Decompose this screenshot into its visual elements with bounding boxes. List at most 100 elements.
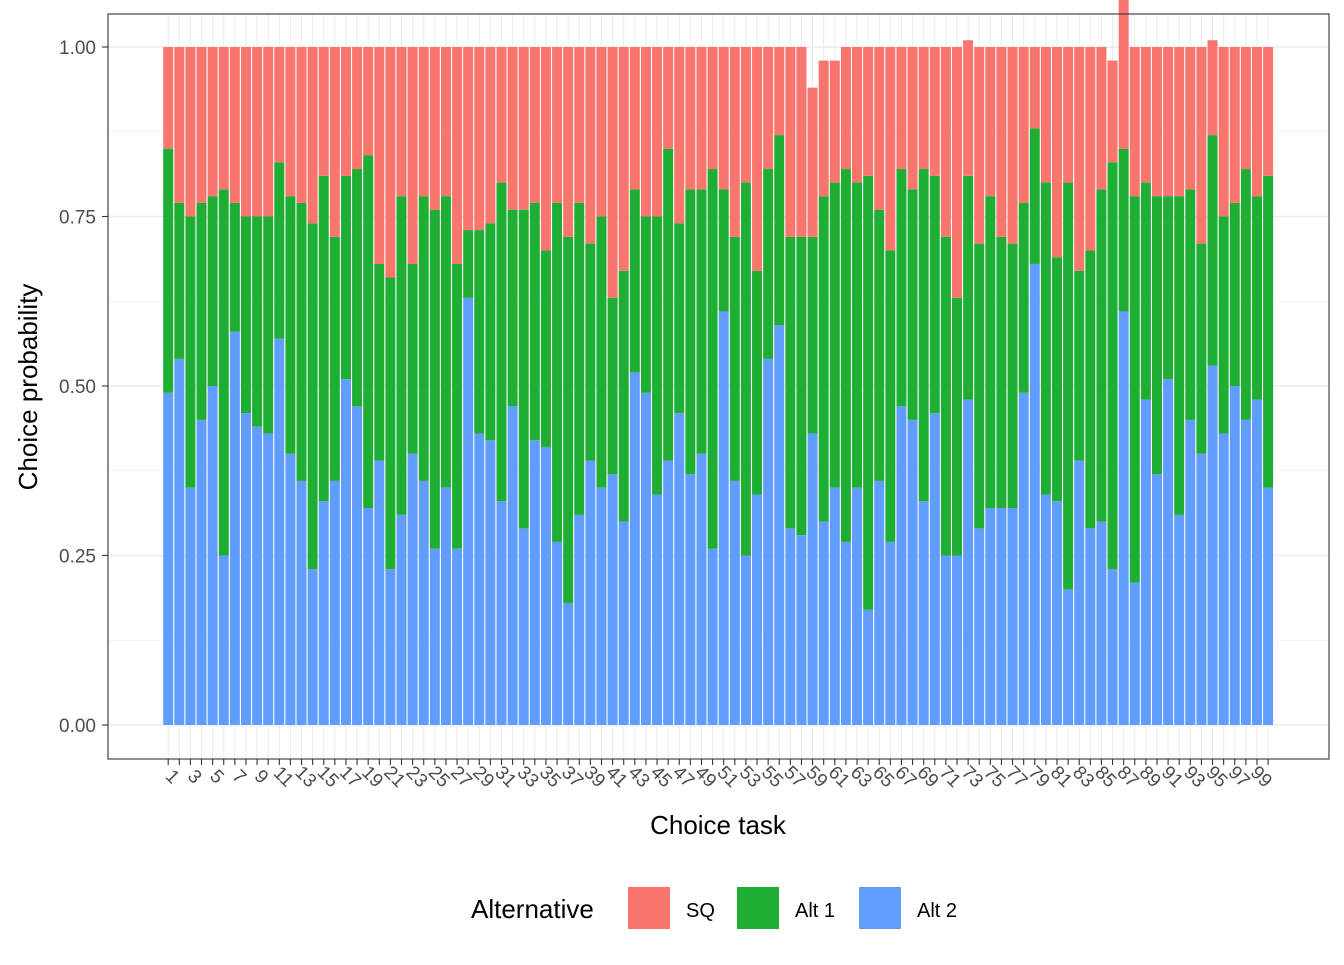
bar-alt-2-task-54: [752, 494, 763, 725]
bar-alt-1-task-44: [640, 216, 651, 393]
bar-sq-task-26: [440, 47, 451, 197]
bar-alt-1-task-42: [618, 270, 629, 522]
bar-alt-1-task-35: [540, 250, 551, 448]
bar-alt-2-task-34: [529, 440, 540, 725]
bar-alt-2-task-17: [340, 379, 351, 725]
bar-sq-task-72: [952, 47, 963, 298]
bar-alt-2-task-93: [1185, 419, 1196, 725]
bar-alt-2-task-48: [685, 474, 696, 725]
bar-alt-1-task-99: [1251, 196, 1262, 400]
bar-sq-task-30: [485, 47, 496, 224]
bar-sq-task-62: [840, 47, 851, 170]
bar-alt-2-task-60: [818, 521, 829, 725]
bar-sq-task-38: [574, 47, 585, 203]
legend: Alternative SQ Alt 1 Alt 2: [471, 887, 957, 929]
bar-alt-2-task-97: [1229, 386, 1240, 725]
bar-sq-task-55: [763, 47, 774, 170]
bar-sq-task-75: [985, 47, 996, 197]
bar-alt-1-task-98: [1240, 169, 1251, 420]
bar-sq-task-84: [1085, 47, 1096, 251]
bar-alt-1-task-19: [363, 155, 374, 509]
bar-alt-1-task-12: [285, 196, 296, 454]
bar-sq-task-23: [407, 47, 418, 264]
bar-alt-2-task-86: [1107, 569, 1118, 725]
bar-alt-1-task-59: [807, 236, 818, 434]
bar-alt-2-task-49: [696, 453, 707, 725]
bar-alt-2-task-41: [607, 474, 618, 725]
bar-alt-2-task-13: [296, 480, 307, 725]
y-tick-label: 0.75: [59, 208, 96, 229]
y-tick-label: 1.00: [59, 38, 96, 59]
bar-alt-2-task-65: [874, 480, 885, 725]
bar-alt-1-task-31: [496, 182, 507, 502]
bar-sq-task-32: [507, 47, 518, 210]
bar-sq-task-64: [863, 47, 874, 176]
bar-alt-1-task-96: [1218, 216, 1229, 434]
bar-alt-1-task-49: [696, 189, 707, 454]
bar-sq-task-25: [429, 47, 440, 210]
bar-alt-2-task-8: [240, 413, 251, 725]
y-axis: 0.00 0.25 0.50 0.75 1.00: [59, 38, 108, 737]
bar-sq-task-56: [774, 47, 785, 136]
bar-alt-1-task-55: [763, 169, 774, 359]
bar-alt-1-task-88: [1129, 196, 1140, 583]
bar-alt-1-task-46: [663, 148, 674, 461]
bar-alt-1-task-15: [318, 175, 329, 502]
bar-sq-task-80: [1040, 47, 1051, 183]
y-tick-label: 0.50: [59, 377, 96, 398]
bar-sq-task-98: [1240, 47, 1251, 170]
bar-alt-2-task-47: [674, 413, 685, 725]
bar-alt-1-task-70: [929, 175, 940, 414]
bar-alt-2-task-19: [363, 508, 374, 725]
bar-alt-1-task-23: [407, 263, 418, 454]
bar-sq-task-27: [452, 47, 463, 264]
bar-sq-task-11: [274, 47, 285, 163]
bar-alt-2-task-37: [563, 602, 574, 725]
bar-alt-1-task-52: [729, 236, 740, 481]
bar-alt-2-task-55: [763, 358, 774, 725]
bar-alt-1-task-1: [163, 148, 174, 393]
bar-sq-task-13: [296, 47, 307, 203]
bar-alt-1-task-61: [829, 182, 840, 488]
bar-alt-1-task-24: [418, 196, 429, 481]
bar-sq-task-50: [707, 47, 718, 170]
bar-sq-task-79: [1029, 47, 1040, 129]
bar-sq-task-63: [852, 47, 863, 183]
bar-alt-1-task-56: [774, 135, 785, 325]
bar-alt-2-task-79: [1029, 263, 1040, 725]
bar-alt-2-task-81: [1052, 501, 1062, 725]
bar-alt-2-task-42: [618, 521, 629, 725]
y-axis-title: Choice probability: [13, 284, 43, 491]
bar-alt-1-task-89: [1140, 182, 1151, 400]
bar-sq-task-12: [285, 47, 296, 197]
bar-alt-2-task-53: [740, 555, 751, 725]
bar-sq-task-15: [318, 47, 329, 176]
bar-alt-2-task-14: [307, 569, 318, 725]
bar-sq-task-46: [663, 47, 674, 149]
bar-sq-task-53: [740, 47, 751, 183]
bar-sq-task-78: [1018, 47, 1029, 203]
bar-sq-task-7: [229, 47, 240, 203]
bar-alt-2-task-70: [929, 413, 940, 725]
bar-alt-1-task-76: [996, 236, 1007, 509]
bar-alt-2-task-73: [963, 399, 974, 725]
bar-alt-1-task-45: [652, 216, 663, 495]
bar-sq-task-5: [207, 47, 218, 197]
bar-sq-task-29: [474, 47, 485, 231]
bar-alt-1-task-50: [707, 169, 718, 549]
bar-sq-task-36: [552, 47, 563, 203]
bar-sq-task-19: [363, 47, 374, 156]
bar-alt-1-task-85: [1096, 189, 1107, 522]
bar-alt-2-task-99: [1251, 399, 1262, 725]
bar-sq-task-92: [1174, 47, 1185, 197]
bar-sq-task-87: [1118, 0, 1129, 149]
bar-alt-2-task-11: [274, 338, 285, 725]
bars: [163, 0, 1274, 725]
bar-alt-2-task-15: [318, 501, 329, 725]
bar-sq-task-1: [163, 47, 174, 149]
bar-alt-2-task-23: [407, 453, 418, 725]
bar-alt-1-task-16: [329, 236, 340, 481]
bar-alt-1-task-79: [1029, 128, 1040, 264]
legend-label-alt-1: Alt 1: [795, 900, 835, 922]
bar-alt-1-task-33: [518, 209, 529, 529]
